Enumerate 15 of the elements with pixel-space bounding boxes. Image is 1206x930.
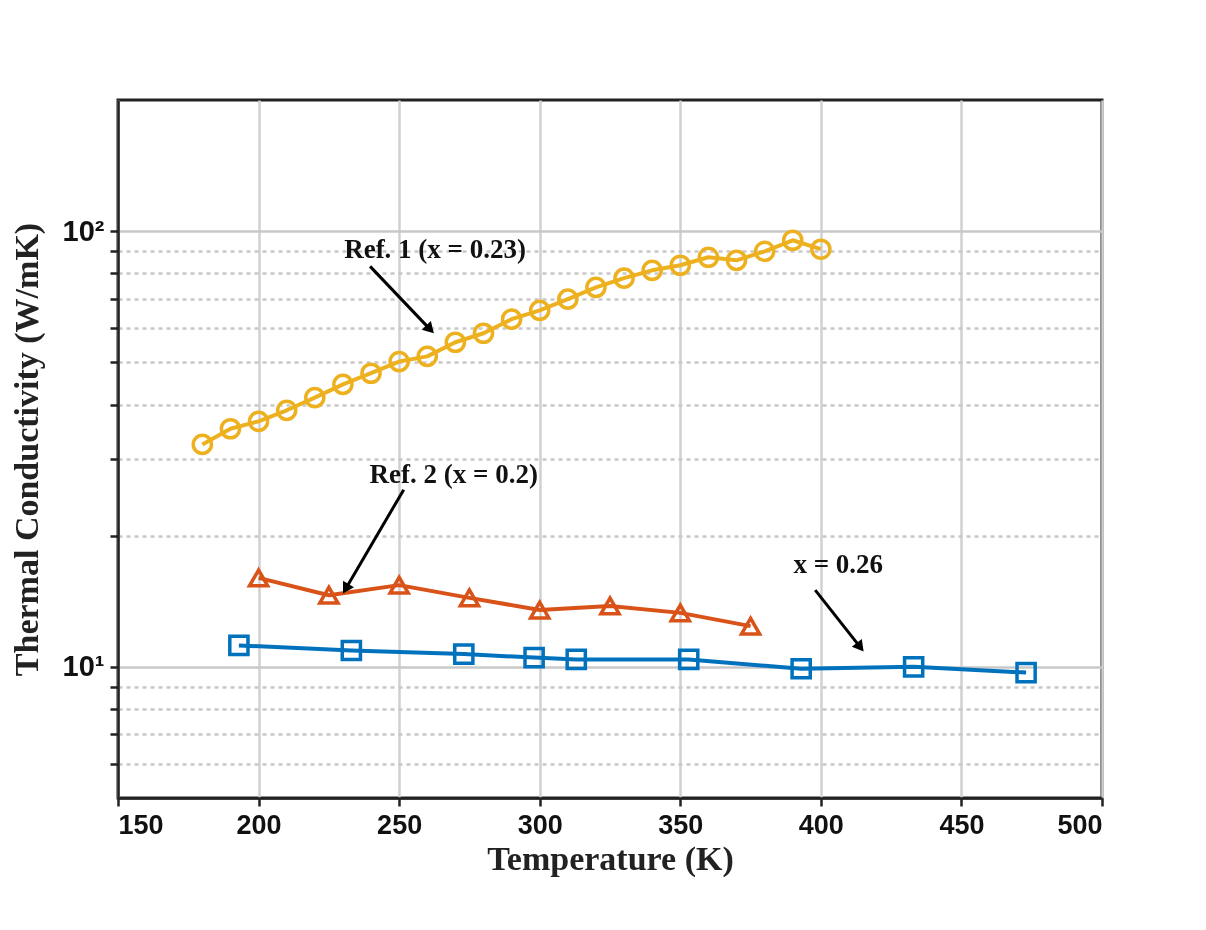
annotation: Ref. 1 (x = 0.23) [344, 234, 526, 265]
x-tick-label: 300 [517, 809, 563, 840]
x-tick-label: 500 [1057, 809, 1103, 840]
x-tick-label: 150 [118, 809, 164, 840]
x-tick-label: 400 [798, 809, 844, 840]
x-tick-label: 450 [939, 809, 985, 840]
x-axis-title: Temperature (K) [487, 839, 734, 878]
y-tick-label: 10² [62, 214, 105, 247]
x-tick-label: 350 [658, 809, 704, 840]
y-axis-title: Thermal Conductivity (W/mK) [7, 222, 46, 677]
x-tick-label: 200 [236, 809, 282, 840]
annotation: x = 0.26 [793, 549, 884, 580]
annotation: Ref. 2 (x = 0.2) [369, 458, 538, 489]
y-tick-label: 10¹ [62, 650, 105, 683]
x-tick-label: 250 [377, 809, 423, 840]
